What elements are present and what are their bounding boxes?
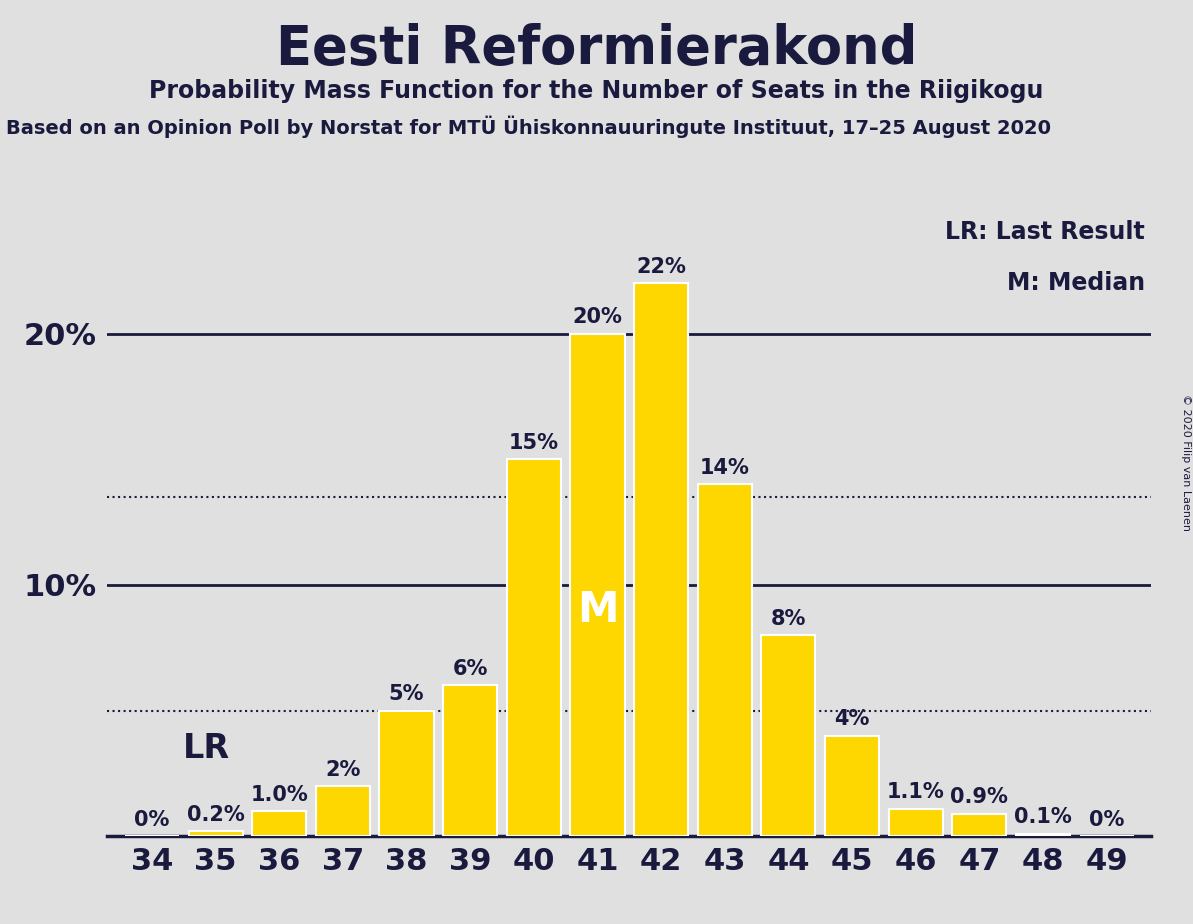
Bar — [188, 832, 242, 836]
Text: LR: Last Result: LR: Last Result — [945, 221, 1145, 245]
Bar — [889, 808, 942, 836]
Text: Based on an Opinion Poll by Norstat for MTÜ Ühiskonnauuringute Instituut, 17–25 : Based on an Opinion Poll by Norstat for … — [6, 116, 1051, 138]
Bar — [507, 459, 561, 836]
Text: 22%: 22% — [636, 257, 686, 277]
Bar — [826, 736, 879, 836]
Bar — [761, 635, 816, 836]
Text: 1.0%: 1.0% — [251, 784, 308, 805]
Text: 15%: 15% — [509, 433, 558, 453]
Text: 2%: 2% — [326, 760, 360, 780]
Text: 0.1%: 0.1% — [1014, 808, 1073, 827]
Text: Eesti Reformierakond: Eesti Reformierakond — [276, 23, 917, 75]
Text: 1.1%: 1.1% — [886, 783, 945, 802]
Text: 6%: 6% — [452, 659, 488, 679]
Text: © 2020 Filip van Laenen: © 2020 Filip van Laenen — [1181, 394, 1191, 530]
Bar — [635, 284, 688, 836]
Text: 0%: 0% — [1089, 810, 1124, 830]
Text: 14%: 14% — [700, 458, 749, 478]
Bar — [952, 814, 1007, 836]
Bar — [379, 711, 433, 836]
Bar — [570, 334, 624, 836]
Text: 0%: 0% — [135, 810, 169, 830]
Text: LR: LR — [183, 732, 229, 765]
Text: 0.2%: 0.2% — [186, 805, 245, 825]
Text: 4%: 4% — [834, 710, 870, 729]
Text: Probability Mass Function for the Number of Seats in the Riigikogu: Probability Mass Function for the Number… — [149, 79, 1044, 103]
Text: M: Median: M: Median — [1007, 271, 1145, 295]
Text: 5%: 5% — [389, 685, 425, 704]
Text: M: M — [576, 589, 618, 631]
Text: 0.9%: 0.9% — [951, 787, 1008, 808]
Bar — [316, 786, 370, 836]
Text: 20%: 20% — [573, 308, 623, 327]
Bar — [1016, 833, 1070, 836]
Bar — [443, 686, 497, 836]
Text: 8%: 8% — [771, 609, 806, 629]
Bar — [698, 484, 752, 836]
Bar — [252, 811, 307, 836]
